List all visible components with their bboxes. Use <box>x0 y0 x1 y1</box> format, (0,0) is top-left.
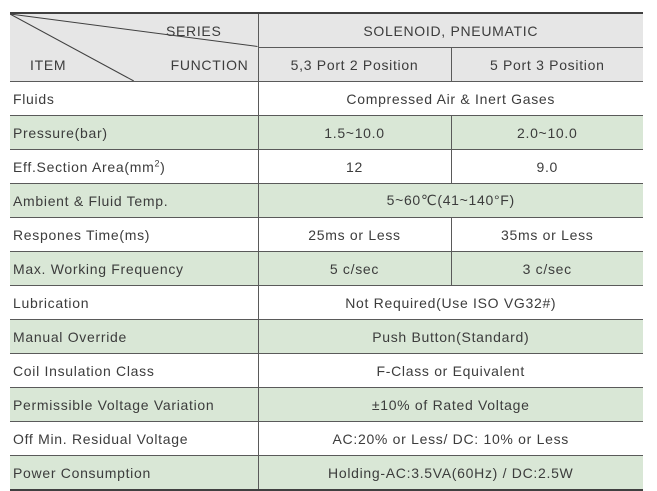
row-label: Permissible Voltage Variation <box>10 387 258 422</box>
series-value: SOLENOID, PNEUMATIC <box>257 12 643 48</box>
table-row-frequency: Max. Working Frequency 5 c/sec 3 c/sec <box>10 251 643 286</box>
row-value: ±10% of Rated Voltage <box>257 387 643 422</box>
table-row-lubrication: Lubrication Not Required(Use ISO VG32#) <box>10 285 643 320</box>
item-header-label: ITEM <box>30 57 67 73</box>
table-row-coil-insulation: Coil Insulation Class F-Class or Equival… <box>10 353 643 388</box>
row-value: Push Button(Standard) <box>257 319 643 354</box>
row-label: Lubrication <box>10 285 258 320</box>
header-row-function: 5,3 Port 2 Position 5 Port 3 Position <box>10 47 643 82</box>
row-value-2: 9.0 <box>450 149 643 184</box>
row-value: Compressed Air & Inert Gases <box>257 81 643 116</box>
row-label: Respones Time(ms) <box>10 217 258 252</box>
row-value-1: 12 <box>257 149 451 184</box>
row-value-2: 2.0~10.0 <box>450 115 643 150</box>
table-row-power-consumption: Power Consumption Holding-AC:3.5VA(60Hz)… <box>10 455 643 491</box>
function-header-label: FUNCTION <box>170 57 249 73</box>
row-label: Manual Override <box>10 319 258 354</box>
table-row-section-area: Eff.Section Area(mm2) 12 9.0 <box>10 149 643 184</box>
row-label: Coil Insulation Class <box>10 353 258 388</box>
table-row-voltage-variation: Permissible Voltage Variation ±10% of Ra… <box>10 387 643 422</box>
row-value: 5~60℃(41~140°F) <box>257 183 643 218</box>
row-value: Holding-AC:3.5VA(60Hz) / DC:2.5W <box>257 455 643 491</box>
row-label: Max. Working Frequency <box>10 251 258 286</box>
table-row-residual-voltage: Off Min. Residual Voltage AC:20% or Less… <box>10 421 643 456</box>
row-value-1: 5 c/sec <box>257 251 451 286</box>
row-value-2: 35ms or Less <box>450 217 643 252</box>
row-value-2: 3 c/sec <box>450 251 643 286</box>
table-row-response-time: Respones Time(ms) 25ms or Less 35ms or L… <box>10 217 643 252</box>
row-value: F-Class or Equivalent <box>257 353 643 388</box>
diagonal-lines <box>10 14 258 81</box>
table-row-manual-override: Manual Override Push Button(Standard) <box>10 319 643 354</box>
row-label: Pressure(bar) <box>10 115 258 150</box>
row-value: AC:20% or Less/ DC: 10% or Less <box>257 421 643 456</box>
table-row-temperature: Ambient & Fluid Temp. 5~60℃(41~140°F) <box>10 183 643 218</box>
header-row-series: SERIES FUNCTION ITEM SOLENOID, PNEUMATIC <box>10 12 643 82</box>
row-label: Off Min. Residual Voltage <box>10 421 258 456</box>
function-value-1: 5,3 Port 2 Position <box>257 47 451 82</box>
row-label: Eff.Section Area(mm2) <box>10 149 258 184</box>
series-header-label: SERIES <box>165 23 222 39</box>
function-value-2: 5 Port 3 Position <box>450 47 643 82</box>
row-label: Power Consumption <box>10 455 258 491</box>
table-row-fluids: Fluids Compressed Air & Inert Gases <box>10 81 643 116</box>
row-value-1: 1.5~10.0 <box>257 115 451 150</box>
row-label: Fluids <box>10 81 258 116</box>
row-label: Ambient & Fluid Temp. <box>10 183 258 218</box>
spec-table: SERIES FUNCTION ITEM SOLENOID, PNEUMATIC… <box>10 12 643 491</box>
header-diagonal-cell: SERIES FUNCTION ITEM <box>10 12 258 82</box>
row-value: Not Required(Use ISO VG32#) <box>257 285 643 320</box>
table-row-pressure: Pressure(bar) 1.5~10.0 2.0~10.0 <box>10 115 643 150</box>
row-value-1: 25ms or Less <box>257 217 451 252</box>
